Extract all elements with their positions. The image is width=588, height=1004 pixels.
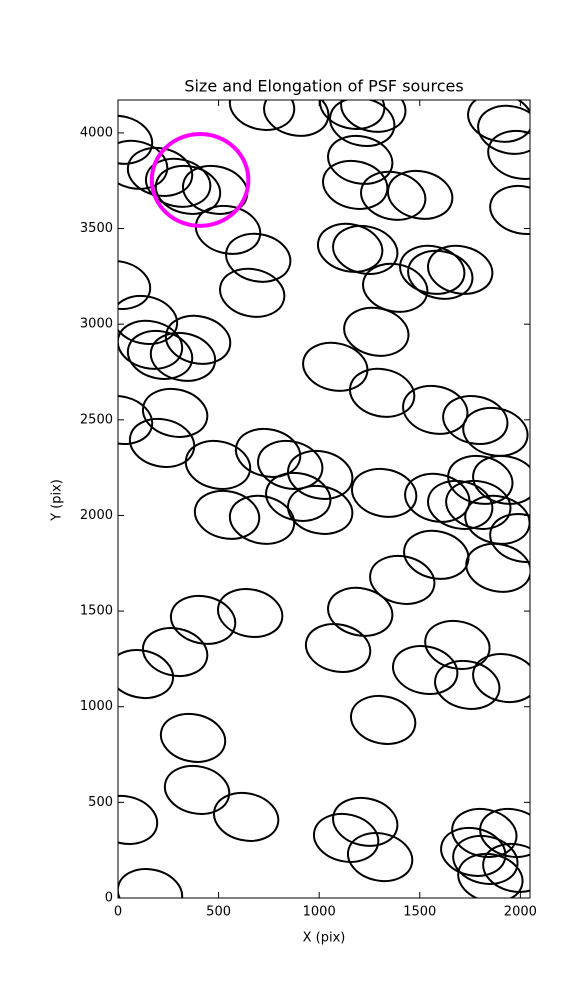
psf-ellipse: [467, 100, 530, 143]
y-tick-label: 0: [105, 891, 113, 906]
psf-ellipse: [487, 129, 530, 180]
psf-ellipse: [141, 387, 209, 438]
psf-ellipse: [228, 100, 296, 131]
y-axis-label: Y (pix): [50, 479, 65, 522]
psf-ellipse: [482, 842, 530, 893]
psf-ellipse: [217, 588, 284, 638]
psf-ellipse: [329, 100, 396, 147]
psf-ellipse: [392, 645, 459, 695]
x-axis-label: X (pix): [303, 931, 346, 946]
psf-ellipse: [304, 623, 372, 673]
psf-ellipse: [402, 384, 469, 435]
y-tick-label: 2500: [80, 412, 113, 427]
chart-title: Size and Elongation of PSF sources: [184, 77, 463, 96]
psf-ellipse: [407, 249, 474, 300]
psf-ellipse: [387, 169, 454, 220]
psf-ellipse: [118, 649, 175, 700]
psf-ellipse: [348, 367, 416, 418]
y-tick-label: 3000: [80, 317, 113, 332]
psf-ellipse: [340, 100, 407, 133]
psf-ellipse: [141, 627, 209, 678]
psf-ellipse: [440, 826, 507, 877]
psf-ellipse: [332, 796, 399, 847]
psf-ellipse: [489, 184, 530, 235]
psf-ellipse: [472, 653, 530, 704]
psf-ellipse: [118, 294, 179, 345]
x-tick-label: 1500: [403, 905, 436, 920]
psf-ellipse: [149, 331, 217, 382]
psf-ellipse: [427, 479, 494, 530]
x-tick-label: 0: [114, 905, 122, 920]
psf-ellipse: [369, 554, 436, 605]
y-tick-label: 1500: [80, 604, 113, 619]
psf-ellipse: [442, 395, 509, 445]
psf-ellipse: [257, 439, 324, 490]
psf-ellipse: [477, 104, 530, 155]
psf-ellipse: [193, 489, 261, 540]
psf-ellipse: [399, 244, 466, 295]
x-tick-label: 500: [206, 905, 231, 920]
y-tick-label: 2000: [80, 508, 113, 523]
psf-ellipse: [462, 406, 529, 457]
y-tick-label: 4000: [80, 125, 113, 140]
psf-ellipse: [144, 157, 212, 208]
psf-ellipse: [343, 306, 410, 357]
psf-ellipse: [327, 586, 394, 637]
psf-ellipse: [118, 794, 159, 845]
psf-ellipse: [350, 467, 418, 518]
psf-ellipse: [316, 222, 384, 273]
psf-ellipse: [465, 542, 530, 593]
psf-ellipse: [312, 812, 380, 863]
plot-frame: [117, 99, 531, 899]
psf-ellipse: [457, 852, 524, 898]
psf-ellipse: [228, 494, 296, 545]
psf-ellipse: [182, 164, 249, 215]
psf-ellipse: [424, 619, 491, 670]
psf-ellipse: [346, 832, 414, 883]
psf-ellipse: [118, 139, 169, 190]
psf-ellipse: [451, 807, 518, 858]
psf-ellipse: [287, 449, 354, 500]
psf-ellipse: [349, 694, 417, 745]
psf-ellipse: [322, 159, 389, 210]
plot-area: [118, 100, 530, 898]
y-tick-label: 3500: [80, 221, 113, 236]
psf-ellipse: [163, 764, 231, 815]
psf-ellipse: [427, 244, 494, 295]
psf-ellipse: [479, 807, 530, 858]
psf-ellipse: [212, 791, 280, 842]
y-tick-label: 1000: [80, 699, 113, 714]
psf-ellipse: [169, 594, 237, 645]
psf-ellipse: [447, 454, 514, 505]
psf-ellipse: [194, 204, 262, 255]
psf-ellipse: [225, 232, 292, 283]
psf-ellipse: [302, 341, 369, 392]
x-tick-label: 2000: [504, 905, 537, 920]
psf-ellipse: [118, 259, 152, 310]
psf-ellipse: [327, 134, 394, 185]
psf-ellipse: [403, 529, 470, 580]
psf-ellipse: [128, 417, 196, 468]
psf-ellipse: [287, 484, 354, 535]
psf-ellipse: [434, 659, 501, 710]
psf-ellipse: [164, 314, 232, 365]
psf-ellipse: [154, 164, 222, 215]
x-tick-label: 1000: [303, 905, 336, 920]
y-tick-label: 500: [88, 795, 113, 810]
psf-ellipse: [159, 712, 227, 763]
psf-ellipse: [118, 868, 184, 898]
psf-ellipse: [332, 224, 399, 275]
psf-ellipse: [360, 170, 427, 221]
highlight-circle: [149, 132, 251, 228]
psf-ellipse: [319, 100, 386, 130]
psf-ellipse: [472, 454, 530, 505]
psf-ellipse: [219, 267, 286, 318]
